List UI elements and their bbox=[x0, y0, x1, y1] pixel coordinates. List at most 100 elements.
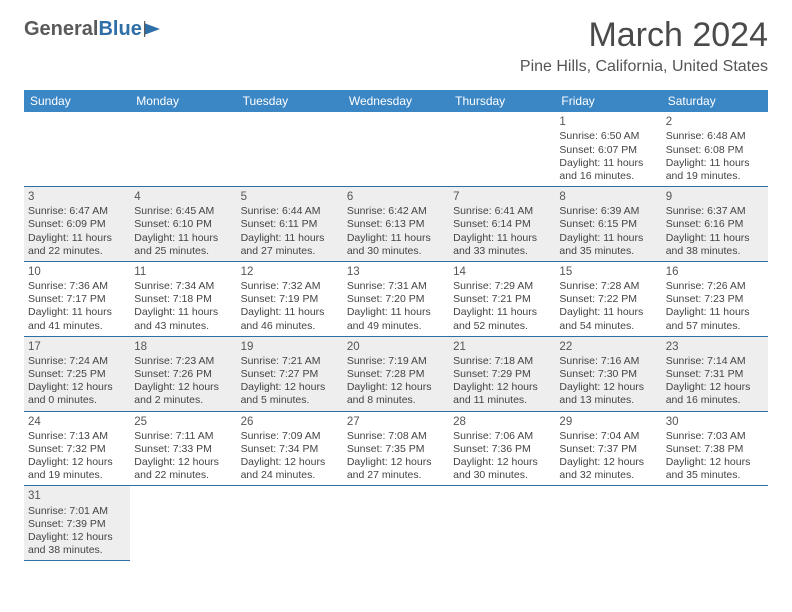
sunset-line: Sunset: 6:10 PM bbox=[134, 218, 232, 231]
calendar-cell: 16Sunrise: 7:26 AMSunset: 7:23 PMDayligh… bbox=[662, 262, 768, 337]
calendar-cell: 5Sunrise: 6:44 AMSunset: 6:11 PMDaylight… bbox=[237, 187, 343, 262]
calendar-cell: 20Sunrise: 7:19 AMSunset: 7:28 PMDayligh… bbox=[343, 337, 449, 412]
daylight-line-1: Daylight: 11 hours bbox=[559, 157, 657, 170]
daylight-line-1: Daylight: 11 hours bbox=[28, 232, 126, 245]
sunset-line: Sunset: 7:39 PM bbox=[28, 518, 126, 531]
logo-text-blue: Blue bbox=[98, 18, 141, 41]
daylight-line-1: Daylight: 12 hours bbox=[453, 381, 551, 394]
day-number: 25 bbox=[134, 415, 232, 429]
sunset-line: Sunset: 7:34 PM bbox=[241, 443, 339, 456]
daylight-line-1: Daylight: 12 hours bbox=[559, 381, 657, 394]
calendar-cell: 10Sunrise: 7:36 AMSunset: 7:17 PMDayligh… bbox=[24, 262, 130, 337]
calendar-cell: 11Sunrise: 7:34 AMSunset: 7:18 PMDayligh… bbox=[130, 262, 236, 337]
sunrise-line: Sunrise: 6:50 AM bbox=[559, 130, 657, 143]
daylight-line-2: and 19 minutes. bbox=[666, 170, 764, 183]
day-number: 19 bbox=[241, 340, 339, 354]
daylight-line-1: Daylight: 11 hours bbox=[666, 306, 764, 319]
daylight-line-2: and 30 minutes. bbox=[453, 469, 551, 482]
sunset-line: Sunset: 7:29 PM bbox=[453, 368, 551, 381]
daylight-line-1: Daylight: 12 hours bbox=[559, 456, 657, 469]
sunset-line: Sunset: 6:13 PM bbox=[347, 218, 445, 231]
calendar-grid: SundayMondayTuesdayWednesdayThursdayFrid… bbox=[24, 90, 768, 561]
sunset-line: Sunset: 7:36 PM bbox=[453, 443, 551, 456]
daylight-line-2: and 16 minutes. bbox=[559, 170, 657, 183]
daylight-line-1: Daylight: 11 hours bbox=[347, 306, 445, 319]
header: GeneralBlue March 2024 Pine Hills, Calif… bbox=[24, 18, 768, 76]
logo: GeneralBlue bbox=[24, 18, 166, 41]
day-number: 17 bbox=[28, 340, 126, 354]
daylight-line-2: and 38 minutes. bbox=[666, 245, 764, 258]
daylight-line-1: Daylight: 12 hours bbox=[28, 531, 126, 544]
sunrise-line: Sunrise: 7:13 AM bbox=[28, 430, 126, 443]
daylight-line-1: Daylight: 11 hours bbox=[28, 306, 126, 319]
daylight-line-1: Daylight: 11 hours bbox=[347, 232, 445, 245]
sunrise-line: Sunrise: 7:14 AM bbox=[666, 355, 764, 368]
sunrise-line: Sunrise: 7:34 AM bbox=[134, 280, 232, 293]
sunset-line: Sunset: 6:09 PM bbox=[28, 218, 126, 231]
daylight-line-2: and 57 minutes. bbox=[666, 320, 764, 333]
sunrise-line: Sunrise: 7:26 AM bbox=[666, 280, 764, 293]
calendar-cell: 31Sunrise: 7:01 AMSunset: 7:39 PMDayligh… bbox=[24, 486, 130, 561]
sunset-line: Sunset: 6:16 PM bbox=[666, 218, 764, 231]
sunset-line: Sunset: 7:20 PM bbox=[347, 293, 445, 306]
daylight-line-1: Daylight: 11 hours bbox=[241, 232, 339, 245]
daylight-line-2: and 24 minutes. bbox=[241, 469, 339, 482]
calendar-cell: 18Sunrise: 7:23 AMSunset: 7:26 PMDayligh… bbox=[130, 337, 236, 412]
day-header: Friday bbox=[555, 90, 661, 112]
day-number: 22 bbox=[559, 340, 657, 354]
daylight-line-2: and 43 minutes. bbox=[134, 320, 232, 333]
day-header: Monday bbox=[130, 90, 236, 112]
sunset-line: Sunset: 7:26 PM bbox=[134, 368, 232, 381]
day-number: 2 bbox=[666, 115, 764, 129]
day-number: 7 bbox=[453, 190, 551, 204]
calendar-cell: 25Sunrise: 7:11 AMSunset: 7:33 PMDayligh… bbox=[130, 412, 236, 487]
calendar-cell: 15Sunrise: 7:28 AMSunset: 7:22 PMDayligh… bbox=[555, 262, 661, 337]
sunset-line: Sunset: 7:33 PM bbox=[134, 443, 232, 456]
daylight-line-2: and 30 minutes. bbox=[347, 245, 445, 258]
sunrise-line: Sunrise: 7:06 AM bbox=[453, 430, 551, 443]
sunset-line: Sunset: 7:37 PM bbox=[559, 443, 657, 456]
daylight-line-1: Daylight: 12 hours bbox=[666, 381, 764, 394]
calendar-cell: 8Sunrise: 6:39 AMSunset: 6:15 PMDaylight… bbox=[555, 187, 661, 262]
day-number: 23 bbox=[666, 340, 764, 354]
calendar-cell: 12Sunrise: 7:32 AMSunset: 7:19 PMDayligh… bbox=[237, 262, 343, 337]
calendar-cell: 27Sunrise: 7:08 AMSunset: 7:35 PMDayligh… bbox=[343, 412, 449, 487]
daylight-line-2: and 32 minutes. bbox=[559, 469, 657, 482]
sunrise-line: Sunrise: 6:48 AM bbox=[666, 130, 764, 143]
daylight-line-2: and 13 minutes. bbox=[559, 394, 657, 407]
day-header: Thursday bbox=[449, 90, 555, 112]
sunset-line: Sunset: 7:38 PM bbox=[666, 443, 764, 456]
daylight-line-1: Daylight: 12 hours bbox=[453, 456, 551, 469]
calendar-cell: 19Sunrise: 7:21 AMSunset: 7:27 PMDayligh… bbox=[237, 337, 343, 412]
daylight-line-2: and 19 minutes. bbox=[28, 469, 126, 482]
calendar-cell: 30Sunrise: 7:03 AMSunset: 7:38 PMDayligh… bbox=[662, 412, 768, 487]
day-header: Wednesday bbox=[343, 90, 449, 112]
sunrise-line: Sunrise: 7:11 AM bbox=[134, 430, 232, 443]
daylight-line-1: Daylight: 12 hours bbox=[134, 381, 232, 394]
calendar-cell: 28Sunrise: 7:06 AMSunset: 7:36 PMDayligh… bbox=[449, 412, 555, 487]
sunrise-line: Sunrise: 6:45 AM bbox=[134, 205, 232, 218]
sunrise-line: Sunrise: 6:44 AM bbox=[241, 205, 339, 218]
page-title: March 2024 bbox=[520, 18, 768, 52]
daylight-line-1: Daylight: 12 hours bbox=[134, 456, 232, 469]
daylight-line-2: and 22 minutes. bbox=[134, 469, 232, 482]
sunrise-line: Sunrise: 7:16 AM bbox=[559, 355, 657, 368]
calendar-cell: 13Sunrise: 7:31 AMSunset: 7:20 PMDayligh… bbox=[343, 262, 449, 337]
calendar-cell: 2Sunrise: 6:48 AMSunset: 6:08 PMDaylight… bbox=[662, 112, 768, 187]
day-number: 30 bbox=[666, 415, 764, 429]
daylight-line-2: and 11 minutes. bbox=[453, 394, 551, 407]
calendar-cell: 23Sunrise: 7:14 AMSunset: 7:31 PMDayligh… bbox=[662, 337, 768, 412]
sunset-line: Sunset: 6:15 PM bbox=[559, 218, 657, 231]
daylight-line-2: and 8 minutes. bbox=[347, 394, 445, 407]
sunrise-line: Sunrise: 7:36 AM bbox=[28, 280, 126, 293]
sunset-line: Sunset: 6:08 PM bbox=[666, 144, 764, 157]
sunrise-line: Sunrise: 7:24 AM bbox=[28, 355, 126, 368]
day-number: 27 bbox=[347, 415, 445, 429]
day-number: 12 bbox=[241, 265, 339, 279]
sunset-line: Sunset: 7:31 PM bbox=[666, 368, 764, 381]
sunrise-line: Sunrise: 7:04 AM bbox=[559, 430, 657, 443]
daylight-line-1: Daylight: 11 hours bbox=[666, 157, 764, 170]
calendar-cell-empty bbox=[24, 112, 130, 187]
calendar-cell: 1Sunrise: 6:50 AMSunset: 6:07 PMDaylight… bbox=[555, 112, 661, 187]
day-number: 10 bbox=[28, 265, 126, 279]
